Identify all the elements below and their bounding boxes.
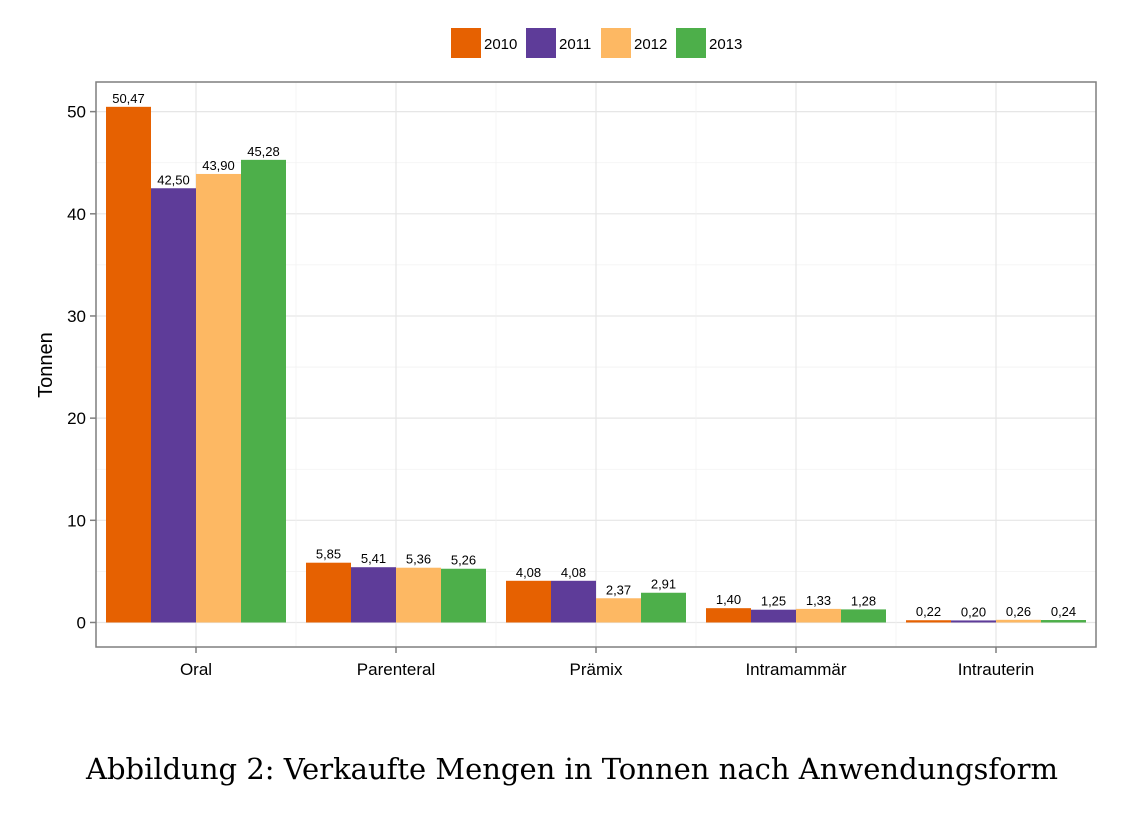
- bar: [706, 608, 751, 623]
- data-label: 0,20: [961, 604, 986, 619]
- data-label: 4,08: [516, 565, 541, 580]
- data-label: 50,47: [112, 91, 145, 106]
- data-label: 45,28: [247, 144, 280, 159]
- data-label: 1,28: [851, 593, 876, 608]
- bar: [241, 159, 286, 623]
- x-tick-label: Prämix: [570, 660, 623, 679]
- data-label: 5,26: [451, 553, 476, 568]
- data-label: 5,85: [316, 547, 341, 562]
- x-tick-label: Intrauterin: [958, 660, 1035, 679]
- legend-swatch: [451, 28, 481, 58]
- bar: [841, 609, 886, 623]
- figure-caption: Abbildung 2: Verkaufte Mengen in Tonnen …: [86, 752, 1058, 786]
- legend-label: 2010: [484, 36, 517, 53]
- legend-label: 2011: [559, 36, 591, 53]
- bar: [106, 106, 151, 623]
- bar: [951, 620, 996, 623]
- x-tick-label: Intramammär: [745, 660, 846, 679]
- bar: [351, 567, 396, 623]
- data-label: 1,33: [806, 593, 831, 608]
- bar: [996, 619, 1041, 623]
- y-tick-label: 40: [67, 205, 86, 224]
- data-label: 0,24: [1051, 604, 1076, 619]
- y-tick-label: 30: [67, 307, 86, 326]
- data-label: 5,36: [406, 552, 431, 567]
- y-axis-title: Tonnen: [35, 332, 57, 398]
- legend-label: 2012: [634, 36, 667, 53]
- bar: [396, 567, 441, 623]
- y-tick-label: 50: [67, 103, 86, 122]
- legend-label: 2013: [709, 36, 742, 53]
- legend: 2010 2011 2012 2013: [451, 28, 742, 58]
- x-axis: Oral Parenteral Prämix Intramammär Intrauter…: [180, 647, 1034, 679]
- y-axis: 0 10 20 30 40 50: [67, 103, 96, 632]
- bars: 50,47 42,50 43,90 45,28 5,85 5,41 5,36 5,26 4,08…: [106, 91, 1086, 623]
- bar: [1041, 620, 1086, 623]
- bar-chart: 2010 2011 2012 2013 50,4742,5043,9045,285,8…: [35, 28, 1097, 679]
- data-label: 42,50: [157, 172, 190, 187]
- legend-swatch: [676, 28, 706, 58]
- legend-swatch: [601, 28, 631, 58]
- y-tick-label: 10: [67, 511, 86, 530]
- bar: [906, 620, 951, 623]
- data-label: 1,40: [716, 592, 741, 607]
- bar: [151, 188, 196, 623]
- bar: [751, 609, 796, 623]
- bar: [641, 592, 686, 623]
- x-tick-label: Oral: [180, 660, 212, 679]
- bar: [441, 568, 486, 623]
- bar: [796, 608, 841, 623]
- data-label: 1,25: [761, 594, 786, 609]
- y-tick-label: 0: [77, 613, 86, 632]
- data-label: 43,90: [202, 158, 235, 173]
- bar: [596, 598, 641, 623]
- data-label: 0,26: [1006, 604, 1031, 619]
- data-label: 2,91: [651, 577, 676, 592]
- y-tick-label: 20: [67, 409, 86, 428]
- bar: [196, 173, 241, 623]
- data-label: 0,22: [916, 604, 941, 619]
- data-label: 2,37: [606, 582, 631, 597]
- legend-swatch: [526, 28, 556, 58]
- bar: [551, 580, 596, 623]
- data-label: 5,41: [361, 551, 386, 566]
- bar: [306, 562, 351, 623]
- bar: [506, 580, 551, 623]
- data-label: 4,08: [561, 565, 586, 580]
- x-tick-label: Parenteral: [357, 660, 435, 679]
